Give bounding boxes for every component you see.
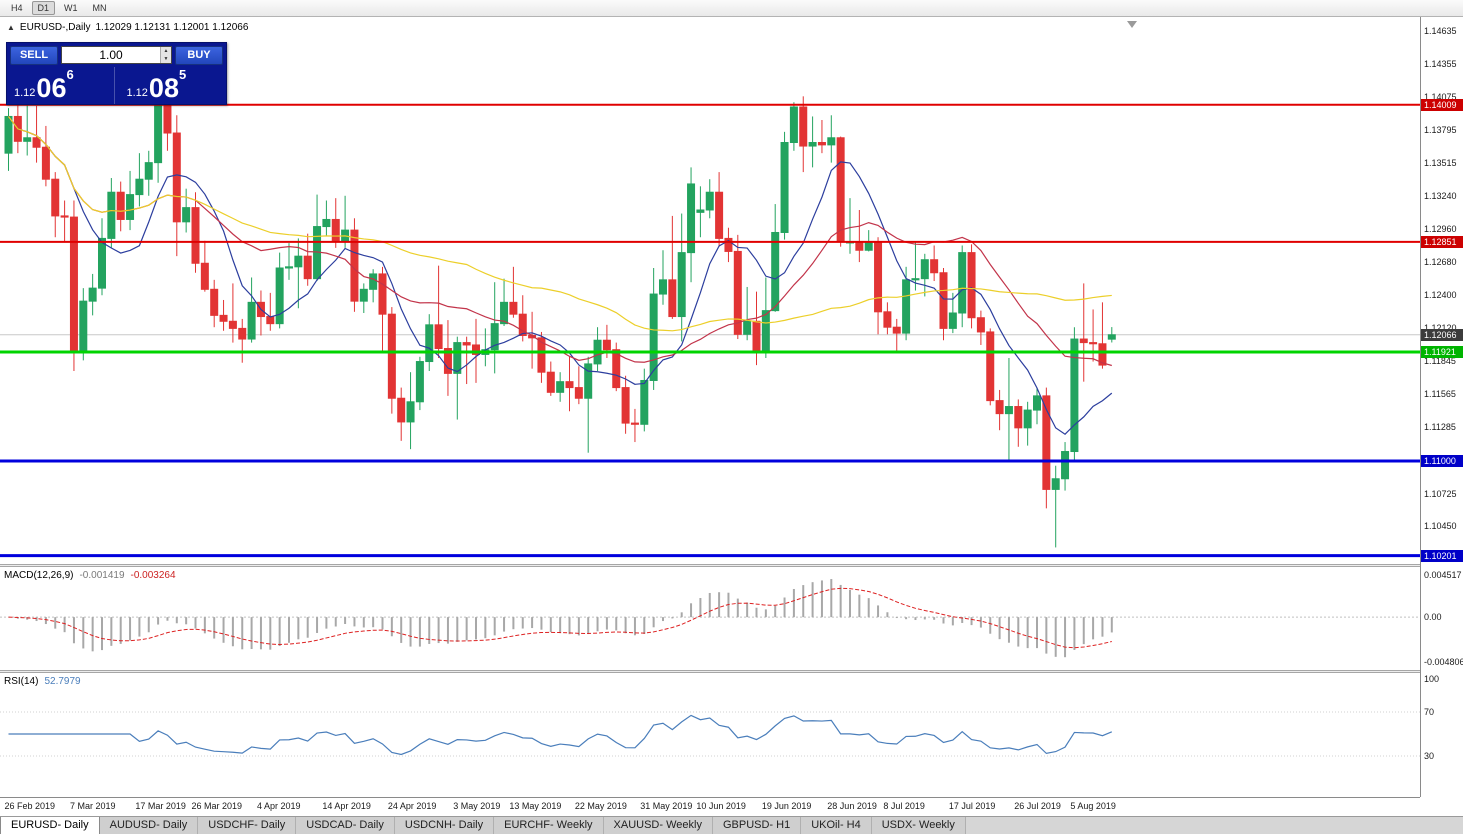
buy-price-sup: 5 xyxy=(178,67,187,82)
price-axis-tick: 100 xyxy=(1424,674,1440,684)
date-axis-label: 22 May 2019 xyxy=(574,801,627,811)
hline-price-label: 1.11000 xyxy=(1421,454,1463,467)
buy-price[interactable]: 1.12 08 5 xyxy=(113,67,227,104)
price-axis-tick: 1.10450 xyxy=(1424,521,1457,532)
price-axis[interactable]: 1.14635 1.14355 1.14075 1.13795 1.13515 1.132… xyxy=(1420,17,1463,797)
date-axis-label: 31 May 2019 xyxy=(640,801,693,811)
current-price-label: 1.12066 xyxy=(1421,328,1463,341)
price-axis-tick: 1.13515 xyxy=(1424,158,1457,169)
chart-tab-xauusd-weekly[interactable]: XAUUSD- Weekly xyxy=(603,817,713,834)
rsi-canvas[interactable] xyxy=(0,673,1421,797)
price-axis-tick: 1.12960 xyxy=(1424,223,1457,234)
price-axis-tick: 1.12680 xyxy=(1424,257,1457,268)
sell-button[interactable]: SELL xyxy=(10,45,58,65)
price-axis-tick: 1.12120 xyxy=(1424,323,1457,333)
chart-tab-gbpusd-h1[interactable]: GBPUSD- H1 xyxy=(712,817,802,834)
price-axis-tick: 1.14635 xyxy=(1424,25,1457,36)
volume-up-icon[interactable]: ▲ xyxy=(161,47,171,55)
macd-indicator-label: MACD(12,26,9) -0.001419 -0.003264 xyxy=(4,570,176,581)
chart-tab-usdcad-daily[interactable]: USDCAD- Daily xyxy=(296,817,395,834)
price-axis-tick: 0.004517 xyxy=(1424,570,1462,580)
date-axis-label: 10 Jun 2019 xyxy=(696,801,746,811)
date-axis-label: 28 Jun 2019 xyxy=(827,801,877,811)
date-axis-label: 8 Jul 2019 xyxy=(883,801,925,811)
one-click-trading-panel: SELL ▲ ▼ BUY 1.12 06 6 1.12 08 5 xyxy=(6,42,227,105)
price-axis-tick: 1.13240 xyxy=(1424,190,1457,201)
date-axis-label: 17 Mar 2019 xyxy=(135,801,186,811)
price-axis-tick: 0.00 xyxy=(1424,612,1442,623)
price-axis-tick: 1.11565 xyxy=(1424,389,1456,400)
chart-tab-audusd-daily[interactable]: AUDUSD- Daily xyxy=(99,817,199,834)
date-axis-label: 26 Mar 2019 xyxy=(191,801,243,811)
buy-price-big: 08 xyxy=(148,73,179,103)
timeframe-button-mn[interactable]: MN xyxy=(87,1,113,15)
chart-tab-eurusd-daily[interactable]: EURUSD- Daily xyxy=(0,817,100,834)
one-click-toggle-icon[interactable]: ▲ xyxy=(7,22,15,32)
price-axis-tick: 1.11845 xyxy=(1424,355,1456,366)
price-axis-tick: 1.11285 xyxy=(1424,422,1456,433)
sell-price-sup: 6 xyxy=(66,67,74,82)
chart-tab-bar: EURUSD- Daily AUDUSD- Daily USDCHF- Daily U… xyxy=(0,816,1463,834)
chart-title-bar: ▲ EURUSD-,Daily 1.12029 1.12131 1.12001 … xyxy=(7,22,248,33)
hline-price-label: 1.12851 xyxy=(1421,235,1463,248)
price-axis-tick: 1.14075 xyxy=(1424,91,1457,102)
sell-price-big: 06 xyxy=(36,73,67,103)
date-axis-label: 19 Jun 2019 xyxy=(761,801,812,811)
rsi-indicator-label: RSI(14) 52.7979 xyxy=(4,676,81,687)
date-axis-label: 24 Apr 2019 xyxy=(387,801,437,811)
chart-ohlc-values: 1.12029 1.12131 1.12001 1.12066 xyxy=(95,22,249,33)
buy-button[interactable]: BUY xyxy=(175,45,223,65)
date-axis-label: 26 Jul 2019 xyxy=(1014,801,1061,811)
price-axis-tick: 1.13795 xyxy=(1424,125,1457,136)
chart-shift-marker-icon[interactable] xyxy=(1127,21,1137,28)
chart-tab-usdcnh-daily[interactable]: USDCNH- Daily xyxy=(394,817,495,834)
price-axis-tick: 70 xyxy=(1424,707,1435,717)
buy-price-prefix: 1.12 xyxy=(126,87,148,99)
date-axis[interactable]: 26 Feb 2019 7 Mar 2019 17 Mar 2019 26 Mar 2… xyxy=(0,797,1420,816)
price-axis-tick: 1.10725 xyxy=(1424,488,1457,499)
price-axis-tick: -0.004806 xyxy=(1424,657,1463,667)
chart-tab-usdchf-daily[interactable]: USDCHF- Daily xyxy=(198,817,297,834)
date-axis-label: 7 Mar 2019 xyxy=(69,801,116,811)
rsi-panel-splitter[interactable] xyxy=(0,670,1463,673)
date-axis-label: 14 Apr 2019 xyxy=(322,801,371,811)
price-axis-tick: 1.14355 xyxy=(1424,58,1457,69)
date-axis-label: 3 May 2019 xyxy=(453,801,501,811)
hline-price-label: 1.10201 xyxy=(1421,549,1463,562)
macd-canvas[interactable] xyxy=(0,567,1421,670)
macd-panel-splitter[interactable] xyxy=(0,564,1463,567)
hline-price-label: 1.14009 xyxy=(1421,98,1463,111)
hline-price-label: 1.11921 xyxy=(1421,345,1463,358)
price-chart-canvas[interactable] xyxy=(0,17,1421,564)
price-axis-tick: 1.12400 xyxy=(1424,290,1457,301)
date-axis-label: 17 Jul 2019 xyxy=(948,801,996,811)
date-axis-label: 13 May 2019 xyxy=(509,801,562,811)
date-axis-label: 5 Aug 2019 xyxy=(1070,801,1116,811)
chart-tab-eurchf-weekly[interactable]: EURCHF- Weekly xyxy=(494,817,604,834)
chart-tab-ukoil-h4[interactable]: UKOil- H4 xyxy=(801,817,872,834)
volume-down-icon[interactable]: ▼ xyxy=(161,55,171,63)
date-axis-label: 26 Feb 2019 xyxy=(4,801,56,811)
volume-input[interactable] xyxy=(62,48,160,62)
price-axis-tick: 30 xyxy=(1424,751,1435,761)
timeframe-button-d1[interactable]: D1 xyxy=(31,1,56,15)
chart-tab-usdx-weekly[interactable]: USDX- Weekly xyxy=(871,817,966,834)
timeframe-toolbar: H4 D1 W1 MN xyxy=(0,0,1463,17)
chart-symbol-title: EURUSD-,Daily xyxy=(19,22,91,33)
sell-price-prefix: 1.12 xyxy=(14,87,36,99)
sell-price[interactable]: 1.12 06 6 xyxy=(7,67,114,104)
volume-box: ▲ ▼ xyxy=(61,46,172,64)
date-axis-label: 4 Apr 2019 xyxy=(256,801,301,811)
timeframe-button-w1[interactable]: W1 xyxy=(58,1,84,15)
timeframe-button-h4[interactable]: H4 xyxy=(5,1,29,15)
